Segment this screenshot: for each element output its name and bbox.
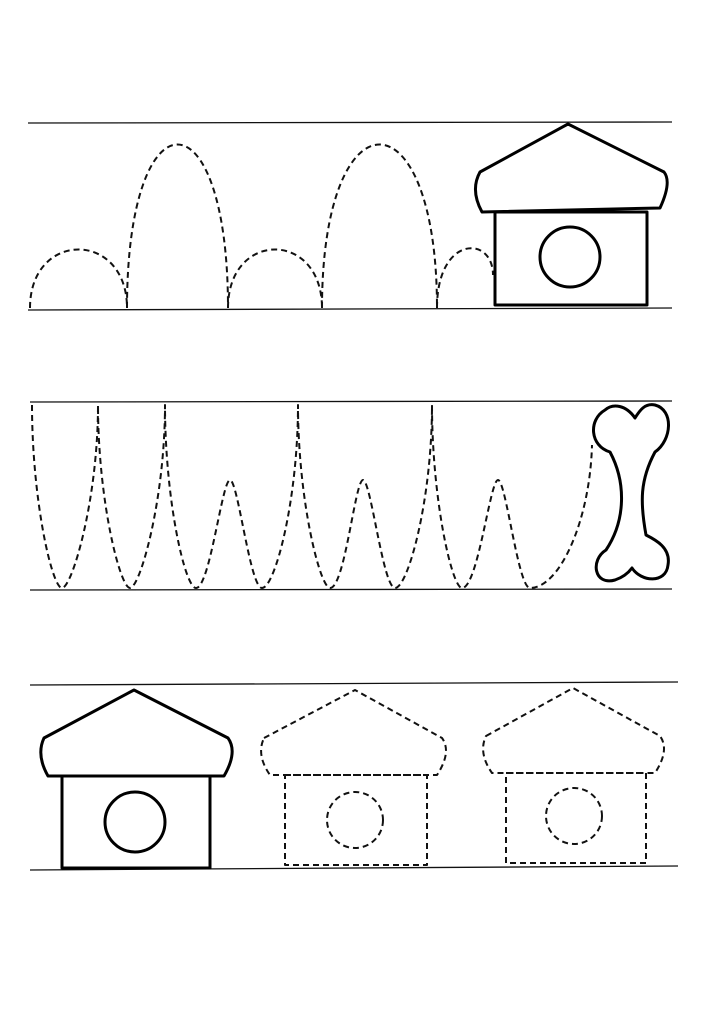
doghouse-trace	[482, 687, 665, 864]
roof	[260, 689, 447, 776]
bone	[592, 403, 670, 583]
door	[326, 791, 384, 849]
roof	[482, 687, 665, 774]
roof	[474, 122, 669, 214]
roof	[39, 688, 234, 778]
trace-arch	[126, 143, 229, 309]
house-body	[493, 210, 649, 307]
doghouse	[39, 688, 234, 870]
door	[545, 787, 603, 845]
house-body	[284, 774, 428, 866]
door	[103, 790, 167, 854]
guide-line	[27, 121, 673, 124]
guide-line	[29, 588, 673, 591]
doghouse-trace	[260, 689, 447, 866]
guide-line	[27, 307, 673, 311]
house-body	[60, 774, 212, 870]
trace-loops	[31, 404, 593, 589]
trace-arch	[436, 247, 494, 309]
trace-arch	[29, 248, 128, 309]
door	[538, 225, 602, 289]
trace-arch	[321, 143, 438, 309]
guide-line	[29, 400, 673, 403]
doghouse	[474, 122, 669, 307]
trace-arch	[227, 248, 323, 309]
house-body	[505, 772, 647, 864]
guide-line	[29, 681, 679, 686]
